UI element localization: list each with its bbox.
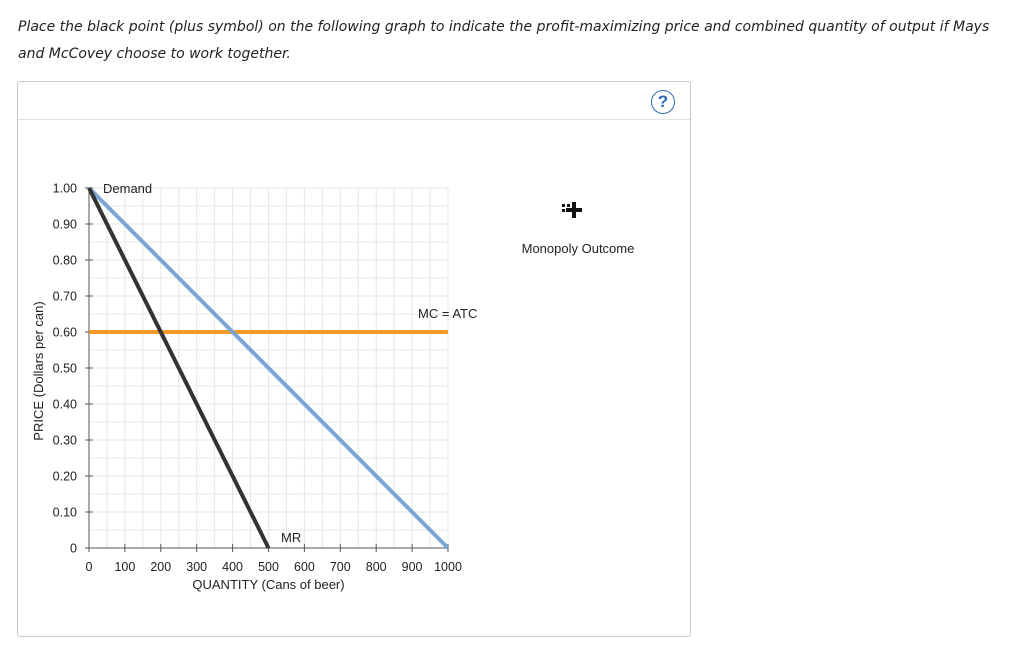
instructions-text: Place the black point (plus symbol) on t… xyxy=(18,19,990,62)
x-tick-label: 900 xyxy=(402,560,423,574)
x-tick-label: 400 xyxy=(222,560,243,574)
y-tick-label: 0.10 xyxy=(53,506,77,520)
series-line-mr xyxy=(87,187,271,549)
x-tick-label: 1000 xyxy=(434,560,462,574)
y-tick-label: 0.60 xyxy=(53,326,77,340)
x-tick-label: 200 xyxy=(150,560,171,574)
y-tick-label: 0.40 xyxy=(53,398,77,412)
y-tick-label: 0.80 xyxy=(53,254,77,268)
y-tick-label: 0 xyxy=(70,542,77,556)
help-icon[interactable]: ? xyxy=(651,90,675,114)
axes xyxy=(85,187,449,552)
x-tick-label: 800 xyxy=(366,560,387,574)
y-tick-label: 0.50 xyxy=(53,362,77,376)
series-label-mc-atc: MC = ATC xyxy=(418,306,477,321)
x-tick-label: 0 xyxy=(86,560,93,574)
graph-panel: ? xyxy=(17,81,691,637)
panel-divider xyxy=(18,119,690,120)
y-tick-label: 1.00 xyxy=(53,182,77,196)
x-tick-label: 600 xyxy=(294,560,315,574)
x-tick-label: 300 xyxy=(186,560,207,574)
palette-label: Monopoly Outcome xyxy=(521,241,635,256)
series xyxy=(87,186,450,550)
grid xyxy=(88,187,449,549)
x-axis-title: QUANTITY (Cans of beer) xyxy=(192,577,344,592)
y-tick-label: 0.20 xyxy=(53,470,77,484)
y-tick-label: 0.90 xyxy=(53,218,77,232)
labels: 0 0.10 0.20 0.30 0.40 0.50 0.60 0.70 0.80 0.90 1.0… xyxy=(31,181,477,592)
x-tick-label: 500 xyxy=(258,560,279,574)
x-tick-label: 100 xyxy=(114,560,135,574)
series-line-demand xyxy=(87,186,450,550)
plus-point-icon[interactable] xyxy=(561,198,587,222)
y-axis-title: PRICE (Dollars per can) xyxy=(31,301,46,440)
x-tick-label: 700 xyxy=(330,560,351,574)
series-label-mr: MR xyxy=(281,530,301,545)
y-tick-label: 0.70 xyxy=(53,290,77,304)
series-label-demand: Demand xyxy=(103,181,152,196)
y-tick-label: 0.30 xyxy=(53,434,77,448)
